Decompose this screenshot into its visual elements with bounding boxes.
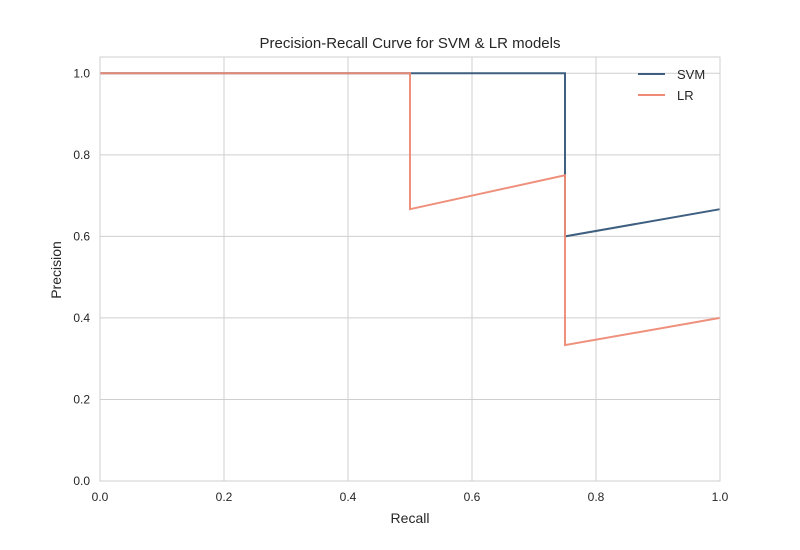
legend-label-svm: SVM bbox=[677, 67, 705, 82]
x-axis-label: Recall bbox=[391, 510, 430, 526]
series-layer bbox=[100, 72, 721, 347]
x-tick-label: 0.8 bbox=[588, 490, 605, 504]
chart-title: Precision-Recall Curve for SVM & LR mode… bbox=[260, 35, 561, 52]
y-tick-label: 0.2 bbox=[73, 392, 90, 406]
plot-frame bbox=[99, 56, 721, 482]
legend: SVM LR bbox=[638, 67, 705, 103]
x-tick-label: 0.2 bbox=[216, 490, 233, 504]
series-line-lr bbox=[100, 72, 721, 347]
y-tick-label: 0.0 bbox=[73, 474, 90, 488]
x-tick-label: 0.4 bbox=[340, 490, 357, 504]
y-tick-label: 0.4 bbox=[73, 311, 90, 325]
y-tick-label: 0.6 bbox=[73, 229, 90, 243]
x-tick-label: 0.6 bbox=[464, 490, 481, 504]
y-tick-label: 1.0 bbox=[73, 66, 90, 80]
y-axis-label: Precision bbox=[48, 241, 64, 299]
tick-labels: 0.0 0.2 0.4 0.6 0.8 1.0 0.0 0.2 0.4 0.6 0.8 1.0 bbox=[73, 66, 728, 504]
x-tick-label: 1.0 bbox=[712, 490, 729, 504]
legend-label-lr: LR bbox=[677, 88, 694, 103]
y-tick-label: 0.8 bbox=[73, 148, 90, 162]
x-tick-label: 0.0 bbox=[92, 490, 109, 504]
